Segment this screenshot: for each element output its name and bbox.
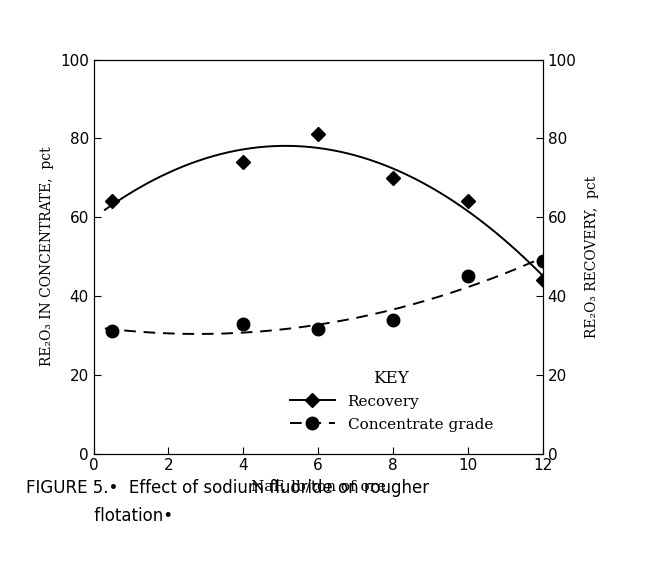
Y-axis label: RE₂O₃ RECOVERY,  pct: RE₂O₃ RECOVERY, pct [585, 175, 599, 338]
Legend: Recovery, Concentrate grade: Recovery, Concentrate grade [284, 363, 499, 438]
Text: flotation•: flotation• [26, 507, 173, 526]
X-axis label: NaF, lb/ton of ore: NaF, lb/ton of ore [251, 479, 386, 493]
Y-axis label: RE₂O₃ IN CONCENTRATE,  pct: RE₂O₃ IN CONCENTRATE, pct [41, 147, 54, 366]
Text: FIGURE 5.•  Effect of sodium fluoride on rougher: FIGURE 5.• Effect of sodium fluoride on … [26, 479, 429, 497]
